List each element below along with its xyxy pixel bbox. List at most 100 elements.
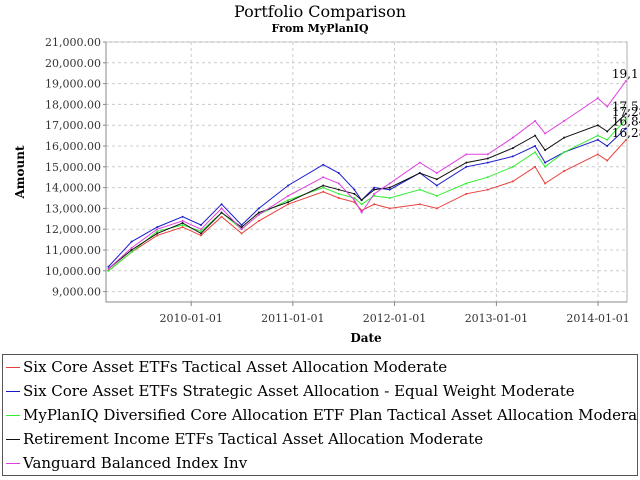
data-point xyxy=(257,213,260,216)
data-point xyxy=(322,163,325,166)
data-point xyxy=(287,199,290,202)
data-point xyxy=(353,192,356,195)
data-point xyxy=(465,153,468,156)
y-tick-label: 20,000.00 xyxy=(45,57,101,70)
data-point xyxy=(544,149,547,152)
data-point xyxy=(199,228,202,231)
data-point xyxy=(130,251,133,254)
legend-label: Six Core Asset ETFs Tactical Asset Alloc… xyxy=(23,358,448,376)
data-point xyxy=(606,145,609,147)
data-point xyxy=(511,180,514,183)
data-point xyxy=(486,176,489,179)
data-point xyxy=(373,188,376,191)
data-point xyxy=(624,80,627,83)
data-point xyxy=(156,234,159,237)
data-point xyxy=(181,224,184,227)
data-point xyxy=(337,188,340,191)
data-point xyxy=(360,203,363,206)
data-point xyxy=(287,184,290,187)
data-point xyxy=(240,224,243,227)
data-point xyxy=(511,165,514,168)
legend-item: Six Core Asset ETFs Tactical Asset Alloc… xyxy=(3,355,637,379)
legend: Six Core Asset ETFs Tactical Asset Alloc… xyxy=(2,354,638,476)
data-point xyxy=(418,188,421,191)
data-point xyxy=(435,172,438,175)
y-tick-label: 12,000.00 xyxy=(45,223,101,236)
series-line-2 xyxy=(108,128,627,267)
data-point xyxy=(337,197,340,199)
data-point xyxy=(388,186,391,189)
series-line-5 xyxy=(108,80,627,270)
data-point xyxy=(606,105,609,108)
series-lines xyxy=(107,80,627,272)
x-axis-title: Date xyxy=(350,331,382,345)
data-point xyxy=(596,138,599,141)
x-tick-label: 2013-01-01 xyxy=(465,312,528,325)
data-point xyxy=(465,182,468,185)
series-line-4 xyxy=(108,113,627,270)
data-point xyxy=(486,188,489,191)
chart-subtitle: From MyPlanIQ xyxy=(271,22,369,35)
data-point xyxy=(596,134,599,137)
y-tick-label: 19,000.00 xyxy=(45,78,101,91)
data-point xyxy=(373,186,376,189)
data-point xyxy=(257,207,260,210)
data-point xyxy=(596,124,599,127)
data-point xyxy=(388,197,391,199)
data-point xyxy=(373,203,376,206)
data-point xyxy=(563,169,566,172)
data-point xyxy=(511,136,514,139)
legend-swatch xyxy=(6,391,20,392)
data-point xyxy=(360,211,363,214)
data-point xyxy=(199,230,202,233)
y-tick-label: 18,000.00 xyxy=(45,98,101,111)
legend-item: Vanguard Balanced Index Inv xyxy=(3,451,637,475)
x-tick-label: 2011-01-01 xyxy=(261,312,324,325)
data-point xyxy=(563,120,566,123)
legend-label: MyPlanIQ Diversified Core Allocation ETF… xyxy=(23,406,638,424)
legend-swatch xyxy=(6,439,20,440)
data-point xyxy=(511,155,514,158)
y-tick-label: 11,000.00 xyxy=(45,244,101,257)
data-point xyxy=(322,184,325,187)
chart-canvas: 9,000.00 10,000.00 11,000.00 12,000.00 13,00… xyxy=(13,36,640,345)
y-axis: 9,000.00 10,000.00 11,000.00 12,000.00 13,00… xyxy=(45,36,107,302)
end-value-label: 16,287 xyxy=(612,126,640,140)
data-point xyxy=(181,215,184,218)
data-point xyxy=(624,118,627,121)
data-point xyxy=(360,199,363,202)
end-labels: 16,28716,84417,28917,554 19,119 xyxy=(612,67,640,140)
data-point xyxy=(486,157,489,160)
data-point xyxy=(465,161,468,164)
legend-swatch xyxy=(6,415,20,416)
data-point xyxy=(534,151,537,154)
data-point xyxy=(107,267,110,270)
data-point xyxy=(534,145,537,147)
chart-title: Portfolio Comparison xyxy=(233,2,407,21)
data-point xyxy=(544,165,547,168)
data-point xyxy=(337,182,340,185)
series-line-1 xyxy=(108,139,627,272)
data-point xyxy=(511,147,514,150)
data-point xyxy=(486,161,489,164)
data-point xyxy=(596,97,599,100)
data-point xyxy=(220,207,223,210)
data-point xyxy=(486,153,489,156)
data-point xyxy=(624,127,627,130)
data-point xyxy=(257,219,260,222)
data-point xyxy=(544,132,547,135)
data-point xyxy=(287,203,290,206)
y-tick-label: 17,000.00 xyxy=(45,119,101,132)
data-point xyxy=(353,197,356,199)
data-point xyxy=(534,165,537,168)
data-point xyxy=(534,120,537,123)
data-point xyxy=(418,172,421,175)
data-point xyxy=(606,130,609,133)
data-point xyxy=(534,134,537,137)
data-point xyxy=(199,234,202,237)
data-point xyxy=(130,246,133,249)
data-point xyxy=(322,176,325,179)
end-value-label: 17,289 xyxy=(612,105,640,119)
y-tick-label: 10,000.00 xyxy=(45,265,101,278)
y-tick-label: 15,000.00 xyxy=(45,161,101,174)
